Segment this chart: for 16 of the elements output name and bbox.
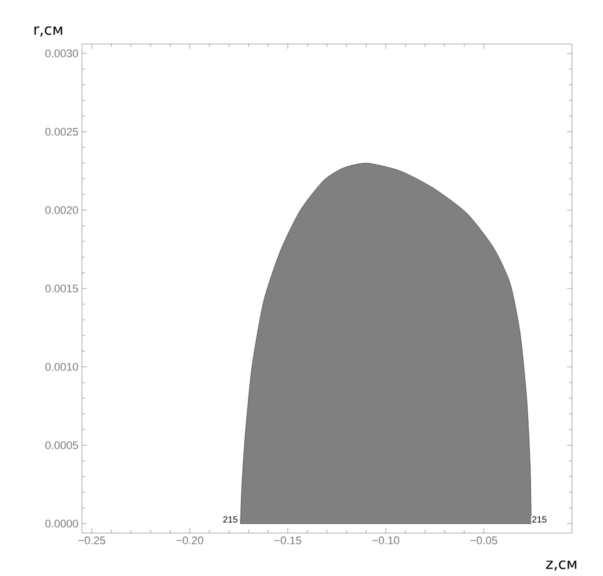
y-tick-label: 0.0020 bbox=[45, 206, 78, 214]
y-tick-label: 0.0005 bbox=[45, 441, 78, 450]
y-tick-label: 0.0030 bbox=[45, 50, 78, 58]
x-tick-label: −0.15 bbox=[274, 536, 302, 544]
y-tick-label: 0.0015 bbox=[45, 284, 78, 292]
annotation: 215 bbox=[223, 516, 238, 523]
y-tick-label: 0.0025 bbox=[45, 128, 78, 136]
x-tick-label: −0.10 bbox=[372, 536, 400, 544]
y-tick-label: 0.0000 bbox=[45, 520, 78, 528]
x-tick-label: −0.05 bbox=[470, 536, 498, 544]
x-axis-title: z,см bbox=[546, 560, 576, 571]
x-tick-label: −0.25 bbox=[78, 536, 106, 544]
y-tick-label: 0.0010 bbox=[45, 362, 78, 371]
y-axis-title: r,см bbox=[34, 26, 62, 36]
x-tick-label: −0.20 bbox=[176, 536, 204, 544]
annotation: 215 bbox=[532, 516, 546, 523]
